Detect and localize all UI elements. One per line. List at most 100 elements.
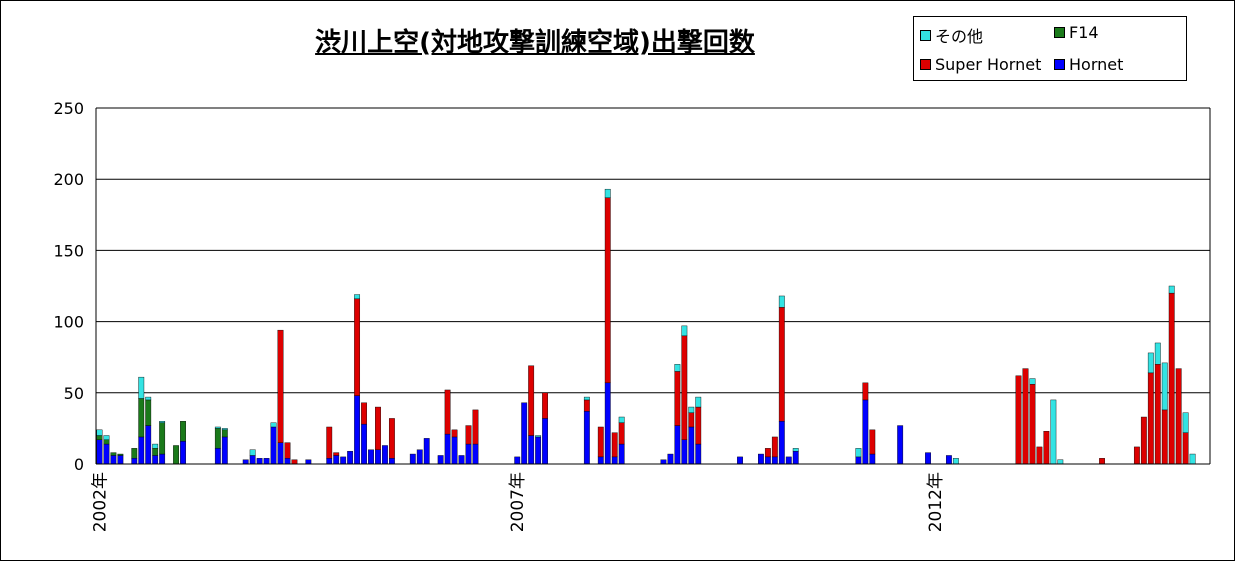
bar-f14-2 bbox=[110, 452, 117, 456]
bar-f14-7 bbox=[145, 399, 152, 426]
bar-super_hornet-154 bbox=[1168, 292, 1175, 465]
bar-other-137 bbox=[1050, 399, 1057, 465]
bar-other-0 bbox=[96, 429, 103, 436]
bar-hornet-75 bbox=[618, 443, 625, 465]
bar-hornet-18 bbox=[221, 436, 228, 465]
bar-other-83 bbox=[674, 364, 681, 372]
bar-hornet-53 bbox=[465, 443, 472, 465]
bar-super_hornet-98 bbox=[778, 307, 785, 422]
bar-f14-0 bbox=[96, 435, 103, 440]
bar-hornet-119 bbox=[925, 452, 931, 465]
bar-hornet-54 bbox=[472, 443, 479, 465]
bar-other-6 bbox=[138, 376, 145, 399]
bar-other-8 bbox=[152, 443, 159, 449]
bar-hornet-70 bbox=[583, 411, 590, 465]
bar-hornet-37 bbox=[354, 395, 361, 465]
bar-f14-12 bbox=[180, 421, 186, 442]
bar-hornet-45 bbox=[409, 453, 416, 465]
bar-hornet-111 bbox=[869, 453, 876, 465]
bar-hornet-61 bbox=[521, 402, 528, 465]
bar-hornet-97 bbox=[771, 456, 778, 465]
bar-hornet-23 bbox=[256, 458, 263, 465]
bar-super_hornet-37 bbox=[354, 298, 361, 396]
bar-super_hornet-50 bbox=[444, 389, 451, 435]
bar-hornet-6 bbox=[138, 436, 145, 465]
bar-hornet-64 bbox=[542, 418, 548, 465]
bar-other-9 bbox=[159, 421, 166, 423]
bar-f14-17 bbox=[214, 428, 221, 449]
bar-super_hornet-75 bbox=[618, 422, 625, 445]
bar-super_hornet-72 bbox=[597, 426, 604, 458]
bar-hornet-35 bbox=[340, 456, 347, 465]
bar-hornet-22 bbox=[249, 455, 256, 465]
bar-hornet-49 bbox=[437, 455, 444, 465]
bar-other-84 bbox=[681, 325, 688, 337]
bar-hornet-8 bbox=[152, 455, 159, 465]
bar-super_hornet-110 bbox=[862, 382, 869, 401]
legend-label-super-hornet: Super Hornet bbox=[935, 55, 1042, 74]
bar-super_hornet-151 bbox=[1147, 372, 1154, 465]
bar-super_hornet-28 bbox=[291, 459, 298, 465]
bar-other-151 bbox=[1147, 352, 1154, 374]
bar-hornet-41 bbox=[382, 445, 388, 465]
bar-hornet-92 bbox=[737, 456, 743, 465]
bar-hornet-95 bbox=[758, 453, 764, 465]
bar-super_hornet-86 bbox=[695, 406, 702, 445]
bar-super_hornet-42 bbox=[388, 418, 395, 459]
bar-other-156 bbox=[1182, 412, 1189, 433]
bar-other-1 bbox=[103, 435, 110, 440]
bar-hornet-110 bbox=[862, 399, 869, 465]
bar-super_hornet-144 bbox=[1099, 458, 1105, 465]
x-tick-label-120: 2012年 bbox=[926, 472, 946, 532]
bar-hornet-38 bbox=[361, 423, 367, 465]
bar-super_hornet-133 bbox=[1022, 368, 1029, 465]
bar-f14-1 bbox=[103, 439, 110, 445]
bar-other-18 bbox=[221, 428, 228, 431]
bar-super_hornet-156 bbox=[1182, 432, 1189, 465]
legend-entry-hornet: Hornet bbox=[1054, 55, 1123, 74]
bar-hornet-2 bbox=[110, 455, 117, 465]
bar-other-63 bbox=[535, 435, 542, 438]
bar-hornet-84 bbox=[681, 439, 688, 465]
bar-super_hornet-153 bbox=[1161, 409, 1168, 465]
bar-super_hornet-85 bbox=[688, 412, 695, 428]
bar-other-98 bbox=[778, 295, 785, 308]
y-tick-label-50: 50 bbox=[64, 384, 84, 403]
bar-other-153 bbox=[1161, 362, 1168, 411]
bar-super_hornet-27 bbox=[284, 442, 291, 459]
bar-super_hornet-70 bbox=[583, 399, 590, 412]
bar-hornet-122 bbox=[945, 455, 952, 465]
bar-hornet-42 bbox=[388, 458, 395, 465]
bar-hornet-5 bbox=[131, 458, 138, 465]
bar-hornet-46 bbox=[416, 449, 423, 465]
bar-hornet-86 bbox=[695, 443, 702, 465]
legend-label-other: その他 bbox=[935, 27, 984, 46]
legend: その他 F14 Super Hornet Hornet bbox=[913, 16, 1187, 81]
bar-super_hornet-26 bbox=[277, 329, 284, 443]
bar-hornet-81 bbox=[660, 459, 667, 465]
legend-label-hornet: Hornet bbox=[1069, 55, 1124, 74]
legend-swatch-other bbox=[920, 29, 931, 41]
bar-other-22 bbox=[249, 449, 256, 456]
bar-f14-11 bbox=[173, 445, 179, 465]
chart-title: 渋川上空(対地攻撃訓練空域)出撃回数 bbox=[315, 28, 755, 58]
bar-hornet-34 bbox=[333, 455, 340, 465]
x-tick-label-0: 2002年 bbox=[90, 472, 110, 532]
bar-hornet-82 bbox=[667, 453, 674, 465]
bar-super_hornet-97 bbox=[771, 436, 778, 458]
bar-hornet-60 bbox=[514, 456, 521, 465]
y-tick-label-0: 0 bbox=[74, 455, 84, 474]
bar-hornet-72 bbox=[597, 456, 604, 465]
bar-super_hornet-149 bbox=[1133, 446, 1140, 465]
bar-hornet-73 bbox=[604, 382, 611, 465]
plot-area bbox=[96, 108, 1210, 464]
bar-other-85 bbox=[688, 406, 695, 413]
bar-hornet-33 bbox=[326, 458, 333, 465]
bar-hornet-99 bbox=[785, 456, 792, 465]
y-tick-label-200: 200 bbox=[53, 170, 84, 189]
y-tick-label-150: 150 bbox=[53, 241, 84, 260]
bar-hornet-96 bbox=[764, 456, 771, 465]
bar-hornet-12 bbox=[180, 441, 186, 465]
bar-hornet-26 bbox=[277, 442, 284, 465]
